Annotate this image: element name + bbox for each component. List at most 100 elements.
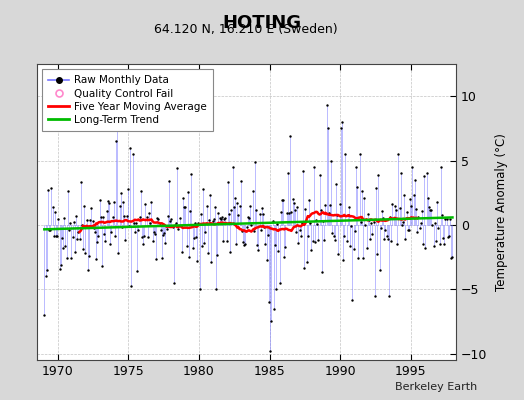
Point (252, 207, 260, 214)
Point (259, 211, 267, 217)
Point (173, 165, 181, 171)
Point (268, 218, 277, 224)
Point (146, 220, 155, 226)
Point (298, 220, 306, 226)
Point (85, 252, 93, 259)
Point (348, 297, 357, 303)
Point (329, 230, 337, 236)
Point (145, 210, 153, 216)
Point (214, 210, 223, 216)
Point (283, 170, 292, 176)
Point (393, 241, 401, 247)
Point (442, 216, 451, 222)
Point (299, 168, 307, 174)
Point (307, 247, 315, 253)
Point (311, 238, 319, 245)
Y-axis label: Temperature Anomaly (°C): Temperature Anomaly (°C) (496, 133, 508, 291)
Point (308, 238, 316, 245)
Point (319, 217, 328, 224)
Point (301, 206, 310, 212)
Point (179, 195, 187, 202)
Point (193, 258, 201, 264)
Point (418, 208, 426, 214)
Point (289, 200, 298, 206)
Point (163, 212, 172, 219)
Point (380, 236, 388, 242)
Point (68, 234, 77, 241)
Point (260, 223, 268, 230)
Point (183, 189, 192, 196)
Point (160, 230, 169, 236)
Point (425, 203, 433, 210)
Point (236, 178, 245, 184)
Point (355, 151, 364, 157)
Point (405, 227, 413, 233)
Point (421, 245, 430, 251)
Point (417, 220, 425, 226)
Point (247, 221, 256, 228)
Point (112, 138, 121, 144)
Point (215, 215, 224, 221)
Point (408, 164, 417, 170)
Point (436, 164, 445, 170)
Point (71, 248, 79, 255)
Point (133, 268, 141, 274)
Point (431, 220, 439, 226)
Point (313, 221, 321, 227)
Point (127, 282, 136, 289)
Point (292, 229, 300, 235)
Point (147, 199, 156, 206)
Point (73, 236, 81, 242)
Point (227, 206, 235, 213)
Point (423, 195, 432, 201)
Point (324, 125, 332, 132)
Point (320, 237, 329, 243)
Point (99, 214, 107, 220)
Point (388, 201, 397, 207)
Point (86, 217, 94, 224)
Point (342, 238, 351, 244)
Point (300, 265, 309, 271)
Point (387, 238, 396, 244)
Point (413, 229, 421, 235)
Point (98, 262, 106, 269)
Point (339, 257, 347, 263)
Point (232, 241, 240, 247)
Point (286, 132, 294, 139)
Point (114, 249, 123, 256)
Point (181, 203, 190, 210)
Point (244, 214, 252, 220)
Point (358, 188, 366, 195)
Point (206, 191, 214, 198)
Point (41, 273, 50, 280)
Point (148, 238, 157, 244)
Point (204, 250, 212, 256)
Point (135, 213, 144, 220)
Point (282, 210, 291, 216)
Point (378, 208, 386, 214)
Point (53, 232, 61, 239)
Point (248, 188, 257, 194)
Point (331, 237, 339, 243)
Point (158, 254, 166, 261)
Point (435, 241, 444, 247)
Point (42, 267, 51, 273)
Point (57, 262, 65, 268)
Point (159, 232, 167, 238)
Point (327, 157, 335, 164)
Point (271, 242, 279, 248)
Point (440, 241, 449, 247)
Point (92, 256, 100, 262)
Point (433, 199, 441, 206)
Point (419, 241, 427, 247)
Point (386, 213, 395, 220)
Point (326, 202, 334, 208)
Point (107, 229, 116, 235)
Point (46, 227, 54, 234)
Title: 64.120 N, 16.210 E (Sweden): 64.120 N, 16.210 E (Sweden) (155, 24, 338, 36)
Point (257, 227, 265, 233)
Point (394, 151, 402, 157)
Point (218, 214, 226, 220)
Point (325, 210, 333, 216)
Point (351, 228, 359, 234)
